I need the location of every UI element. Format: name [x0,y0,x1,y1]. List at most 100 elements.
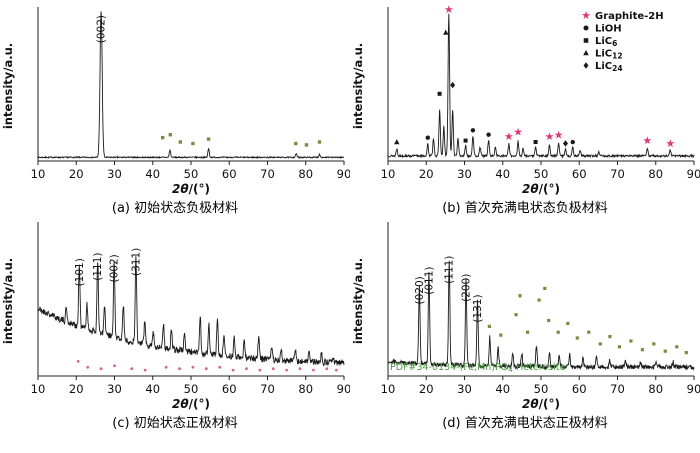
star-phase-marker: ★ [504,130,514,143]
dot-phase-marker [130,367,134,371]
square-phase-marker [161,135,165,140]
peak-hkl-label: (002) [96,15,108,43]
peak-hkl-label: (111) [444,256,456,284]
triangle-phase-marker [394,139,400,145]
dot-phase-marker [178,367,181,371]
square-phase-marker [629,339,633,343]
x-tick-label: 40 [145,167,160,181]
circle-phase-marker [570,139,575,145]
square-phase-marker [556,330,560,334]
star-phase-marker: ★ [554,128,564,141]
x-axis-label: 2θ/(°) [172,182,210,196]
x-tick-label: 80 [298,382,313,396]
dot-phase-marker [164,365,168,369]
pdf-reference-label: PDF#34-0134-(Fe,Mn)PO4-Heterosite [390,362,566,374]
x-axis-label: 2θ/(°) [522,182,560,196]
dot-phase-marker [312,368,315,372]
square-phase-marker [317,140,322,144]
star-phase-marker: ★ [444,3,454,16]
x-tick-label: 20 [419,382,434,396]
square-phase-marker [518,294,522,298]
square-phase-marker [640,348,644,352]
x-tick-label: 40 [495,382,510,396]
x-tick-label: 60 [572,382,587,396]
x-tick-label: 30 [457,382,472,396]
x-tick-label: 50 [184,382,199,396]
x-tick-label: 80 [648,382,663,396]
panel-c: 10 20 30 40 50 60 70 80 90 2θ/(°) intensity/a.u. (1… [0,218,350,433]
square-phase-marker [178,140,182,144]
x-tick-label: 10 [31,167,46,181]
xrd-trace [37,256,345,367]
circle-phase-marker [470,128,476,133]
square-phase-marker [684,351,688,355]
panel-a: 10 20 30 40 50 60 70 80 90 2θ/(°) intensity/a.u. (0… [0,3,350,218]
square-phase-marker [191,141,195,146]
dot-phase-marker [204,367,208,371]
x-tick-label: 10 [381,382,396,396]
x-tick-label: 90 [687,167,700,181]
dot-phase-marker [271,367,275,371]
circle-phase-marker [486,132,491,137]
y-axis-label: intensity/a.u. [1,43,15,129]
square-phase-marker [675,345,679,349]
x-tick-label: 70 [610,382,625,396]
dot-phase-marker [298,367,302,371]
x-tick-label: 50 [534,382,549,396]
panel-c-caption: (c) 初始状态正极材料 [112,416,238,431]
x-tick-label: 90 [337,167,350,181]
square-phase-marker [543,286,547,290]
square-phase-marker [437,91,442,96]
dot-phase-marker [86,365,90,369]
y-axis-label: intensity/a.u. [351,43,365,129]
x-tick-label: 50 [534,167,549,181]
square-phase-marker [547,318,551,323]
panel-d-caption: (d) 首次充满电状态正极材料 [442,416,608,431]
x-tick-label: 10 [31,382,46,396]
square-phase-marker [206,137,211,141]
y-axis-label: intensity/a.u. [1,258,15,344]
square-phase-marker [533,140,538,144]
square-phase-marker [304,143,309,147]
x-tick-label: 60 [222,167,237,181]
x-tick-label: 20 [69,382,84,396]
x-tick-label: 20 [419,167,434,181]
x-tick-label: 80 [298,167,313,181]
x-axis-label: 2θ/(°) [522,397,560,411]
panel-d-xrd-chart: 10 20 30 40 50 60 70 80 90 2θ/(°) intensity/a.u. (0… [351,222,700,411]
square-phase-marker [537,298,541,302]
square-phase-marker [168,133,172,137]
square-phase-marker [652,342,656,346]
xrd-trace [387,260,695,371]
star-phase-marker: ★ [642,134,652,147]
x-tick-label: 90 [337,382,350,396]
dot-phase-marker [258,368,262,372]
x-tick-label: 10 [381,167,396,181]
dot-phase-marker [99,367,103,371]
dot-phase-marker [113,364,116,368]
x-tick-label: 30 [457,167,472,181]
peak-hkl-label: (311) [130,248,142,276]
xrd-figure-grid: 10 20 30 40 50 60 70 80 90 2θ/(°) intensity/a.u. (0… [0,3,700,433]
panel-d: 10 20 30 40 50 60 70 80 90 2θ/(°) intensity/a.u. (0… [350,218,700,433]
diamond-phase-marker [450,81,456,89]
legend-label: LiC12 [595,49,623,61]
x-tick-label: 70 [610,167,625,181]
x-tick-label: 20 [69,167,84,181]
legend-square-icon [583,38,589,43]
peak-hkl-label: (101) [74,258,86,286]
y-axis-label: intensity/a.u. [351,258,365,344]
circle-phase-marker [425,135,430,140]
x-tick-label: 30 [107,167,122,181]
legend-diamond-icon [583,62,589,69]
panel-a-caption: (a) 初始状态负极材料 [111,201,239,216]
legend-circle-icon [583,25,589,31]
dot-phase-marker [285,368,289,372]
legend-label: LiC6 [595,36,617,48]
panel-b: 10 20 30 40 50 60 70 80 90 2θ/(°) intensity/a.u. ★ ★… [350,3,700,218]
square-phase-marker [617,345,621,349]
square-phase-marker [463,138,468,143]
dot-phase-marker [325,367,329,371]
legend-label: Graphite-2H [595,11,664,22]
square-phase-marker [294,141,298,146]
